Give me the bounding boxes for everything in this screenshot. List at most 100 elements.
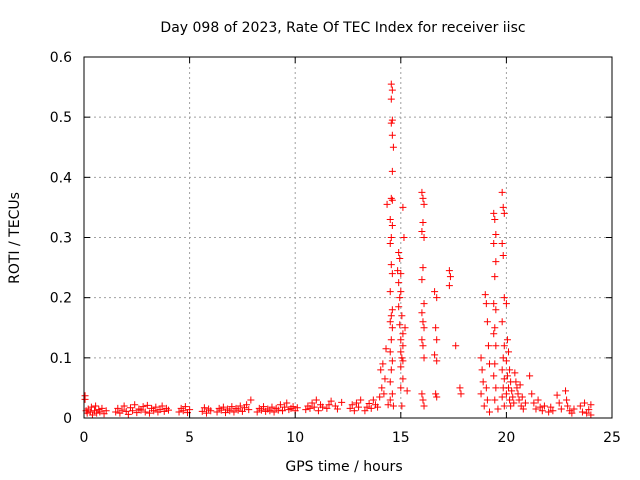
data-point — [445, 282, 453, 290]
data-point — [514, 390, 522, 398]
data-point — [420, 300, 428, 308]
data-point — [482, 384, 490, 392]
data-point — [213, 408, 221, 416]
data-point — [491, 324, 499, 332]
data-point — [365, 400, 373, 408]
data-point — [482, 300, 490, 308]
data-point — [500, 375, 508, 383]
data-point — [387, 119, 395, 127]
data-point — [509, 393, 517, 401]
data-point — [388, 270, 396, 278]
data-point — [502, 300, 510, 308]
data-point — [570, 405, 578, 413]
data-point — [83, 409, 91, 417]
data-point — [480, 402, 488, 410]
data-point — [483, 318, 491, 326]
data-point — [519, 405, 527, 413]
y-tick-label: 0.3 — [50, 231, 72, 247]
y-tick-label: 0.5 — [50, 110, 72, 126]
data-point — [387, 80, 395, 88]
data-point — [420, 354, 428, 362]
data-point — [397, 363, 405, 371]
data-point — [401, 324, 409, 332]
data-point — [433, 336, 441, 344]
data-point — [491, 360, 499, 368]
x-tick-label: 0 — [80, 430, 89, 446]
data-points — [81, 80, 595, 419]
data-point — [418, 276, 426, 284]
data-point — [492, 230, 500, 238]
data-point — [152, 403, 160, 411]
data-point — [397, 270, 405, 278]
data-point — [498, 240, 506, 248]
data-point — [521, 399, 529, 407]
data-point — [141, 408, 149, 416]
data-point — [186, 406, 194, 414]
data-point — [477, 390, 485, 398]
data-point — [308, 399, 316, 407]
data-point — [562, 387, 570, 395]
data-point — [357, 396, 365, 404]
data-point — [399, 203, 407, 211]
data-point — [492, 342, 500, 350]
data-point — [230, 408, 238, 416]
data-point — [395, 249, 403, 257]
data-point — [386, 215, 394, 223]
data-point — [445, 267, 453, 275]
data-point — [306, 404, 314, 412]
data-point — [532, 405, 540, 413]
data-point — [388, 167, 396, 175]
data-point — [397, 384, 405, 392]
data-point — [499, 354, 507, 362]
data-point — [500, 209, 508, 217]
data-point — [394, 267, 402, 275]
chart-title: Day 098 of 2023, Rate Of TEC Index for r… — [160, 20, 525, 36]
data-point — [403, 387, 411, 395]
data-point — [133, 409, 141, 417]
data-point — [418, 309, 426, 317]
data-point — [419, 194, 427, 202]
data-point — [420, 324, 428, 332]
data-point — [314, 407, 322, 415]
data-point — [114, 404, 122, 412]
data-point — [245, 406, 253, 414]
data-point — [124, 410, 132, 418]
data-point — [418, 188, 426, 196]
data-point — [323, 404, 331, 412]
data-point — [492, 258, 500, 266]
data-point — [228, 403, 236, 411]
data-point — [387, 194, 395, 202]
data-point — [378, 384, 386, 392]
plot-frame — [83, 56, 613, 419]
y-tick-label: 0.1 — [50, 351, 72, 367]
data-point — [388, 131, 396, 139]
data-point — [253, 408, 261, 416]
data-point — [236, 402, 244, 410]
data-point — [490, 330, 498, 338]
data-point — [139, 403, 147, 411]
data-point — [563, 396, 571, 404]
data-point — [381, 375, 389, 383]
data-point — [433, 393, 441, 401]
data-point — [399, 357, 407, 365]
data-point — [418, 390, 426, 398]
data-point — [418, 336, 426, 344]
data-point — [350, 407, 358, 415]
data-point — [398, 312, 406, 320]
data-point — [418, 227, 426, 235]
data-point — [102, 407, 110, 415]
data-point — [243, 401, 251, 409]
data-point — [419, 396, 427, 404]
data-point — [515, 396, 523, 404]
data-point — [118, 406, 126, 414]
data-point — [164, 406, 172, 414]
data-point — [587, 411, 595, 419]
data-point — [583, 409, 591, 417]
data-point — [276, 401, 284, 409]
data-point — [260, 403, 268, 411]
data-point — [500, 402, 508, 410]
y-tick-label: 0 — [63, 411, 72, 427]
data-point — [499, 252, 507, 260]
data-point — [388, 116, 396, 124]
data-point — [555, 399, 563, 407]
